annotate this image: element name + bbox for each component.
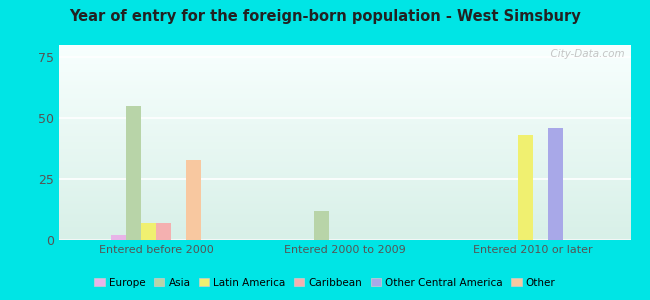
Bar — [141, 223, 157, 240]
Bar — [157, 223, 172, 240]
Legend: Europe, Asia, Latin America, Caribbean, Other Central America, Other: Europe, Asia, Latin America, Caribbean, … — [90, 274, 560, 292]
Text: Year of entry for the foreign-born population - West Simsbury: Year of entry for the foreign-born popul… — [69, 9, 581, 24]
Text: City-Data.com: City-Data.com — [544, 49, 625, 59]
Bar — [315, 211, 330, 240]
Bar — [126, 106, 141, 240]
Bar — [517, 135, 532, 240]
Bar — [187, 160, 202, 240]
Bar — [548, 128, 563, 240]
Bar — [111, 235, 126, 240]
